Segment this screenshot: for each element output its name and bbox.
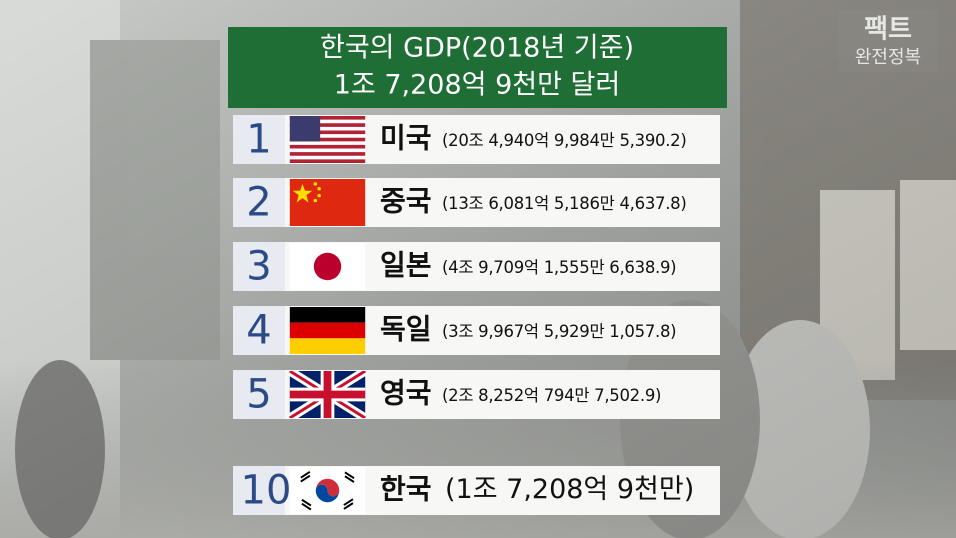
ranking-row: 5 영국 (2조 8,252억 794만 7,502.9) [233,370,720,419]
watermark-top: 팩트 [864,15,912,45]
country-flag [289,179,366,226]
ranking-row: 2 중국 (13조 6,081억 5,186만 4,637.8) [233,178,720,227]
ranking-row: 3 일본 (4조 9,709억 1,555만 6,638.9) [233,242,720,291]
watermark: 팩트 완전정복 [838,10,938,72]
rank-number: 1 [246,117,271,163]
ranking-row: 10 한국 (1조 7,208억 9천만) [233,466,720,515]
rank-background [233,242,285,291]
watermark-bottom: 완전정복 [855,47,921,68]
country-flag [289,467,366,514]
country-flag [289,243,366,290]
country-name: 중국 [380,185,432,218]
rank-background [233,115,285,164]
title-box: 한국의 GDP(2018년 기준) 1조 7,208억 9천만 달러 [228,27,727,108]
country-name: 한국 [380,473,432,506]
gdp-amount: (13조 6,081억 5,186만 4,637.8) [442,194,687,213]
country-flag [290,371,365,418]
country-name: 일본 [380,249,432,282]
gdp-amount: (1조 7,208억 9천만) [445,474,694,505]
country-name: 독일 [380,313,432,346]
ranking-row: 4 독일 (3조 9,967억 5,929만 1,057.8) [233,306,720,355]
country-name: 영국 [380,377,432,410]
gdp-amount: (3조 9,967억 5,929만 1,057.8) [442,322,676,341]
title-line-2: 1조 7,208억 9천만 달러 [334,70,620,101]
rank-number: 2 [246,180,271,226]
rank-number: 5 [246,372,271,418]
gdp-amount: (4조 9,709억 1,555만 6,638.9) [442,258,676,277]
country-name: 미국 [380,122,432,155]
rank-number: 10 [241,468,292,514]
rank-background [233,306,285,355]
country-flag [289,307,366,354]
ranking-list: 1 미국 (20조 4,940억 9,984만 5,390.2) 2 중국 (13조 6,… [233,115,720,515]
rank-background [233,466,285,515]
rank-number: 4 [246,308,271,354]
rank-number: 3 [246,244,271,290]
title-background [228,27,727,108]
rank-background [233,370,285,419]
gdp-amount: (20조 4,940억 9,984만 5,390.2) [442,131,687,150]
rank-background [233,178,285,227]
gdp-amount: (2조 8,252억 794만 7,502.9) [442,386,661,405]
title-line-1: 한국의 GDP(2018년 기준) [320,33,634,64]
country-flag [289,116,366,163]
ranking-row: 1 미국 (20조 4,940억 9,984만 5,390.2) [233,115,720,164]
